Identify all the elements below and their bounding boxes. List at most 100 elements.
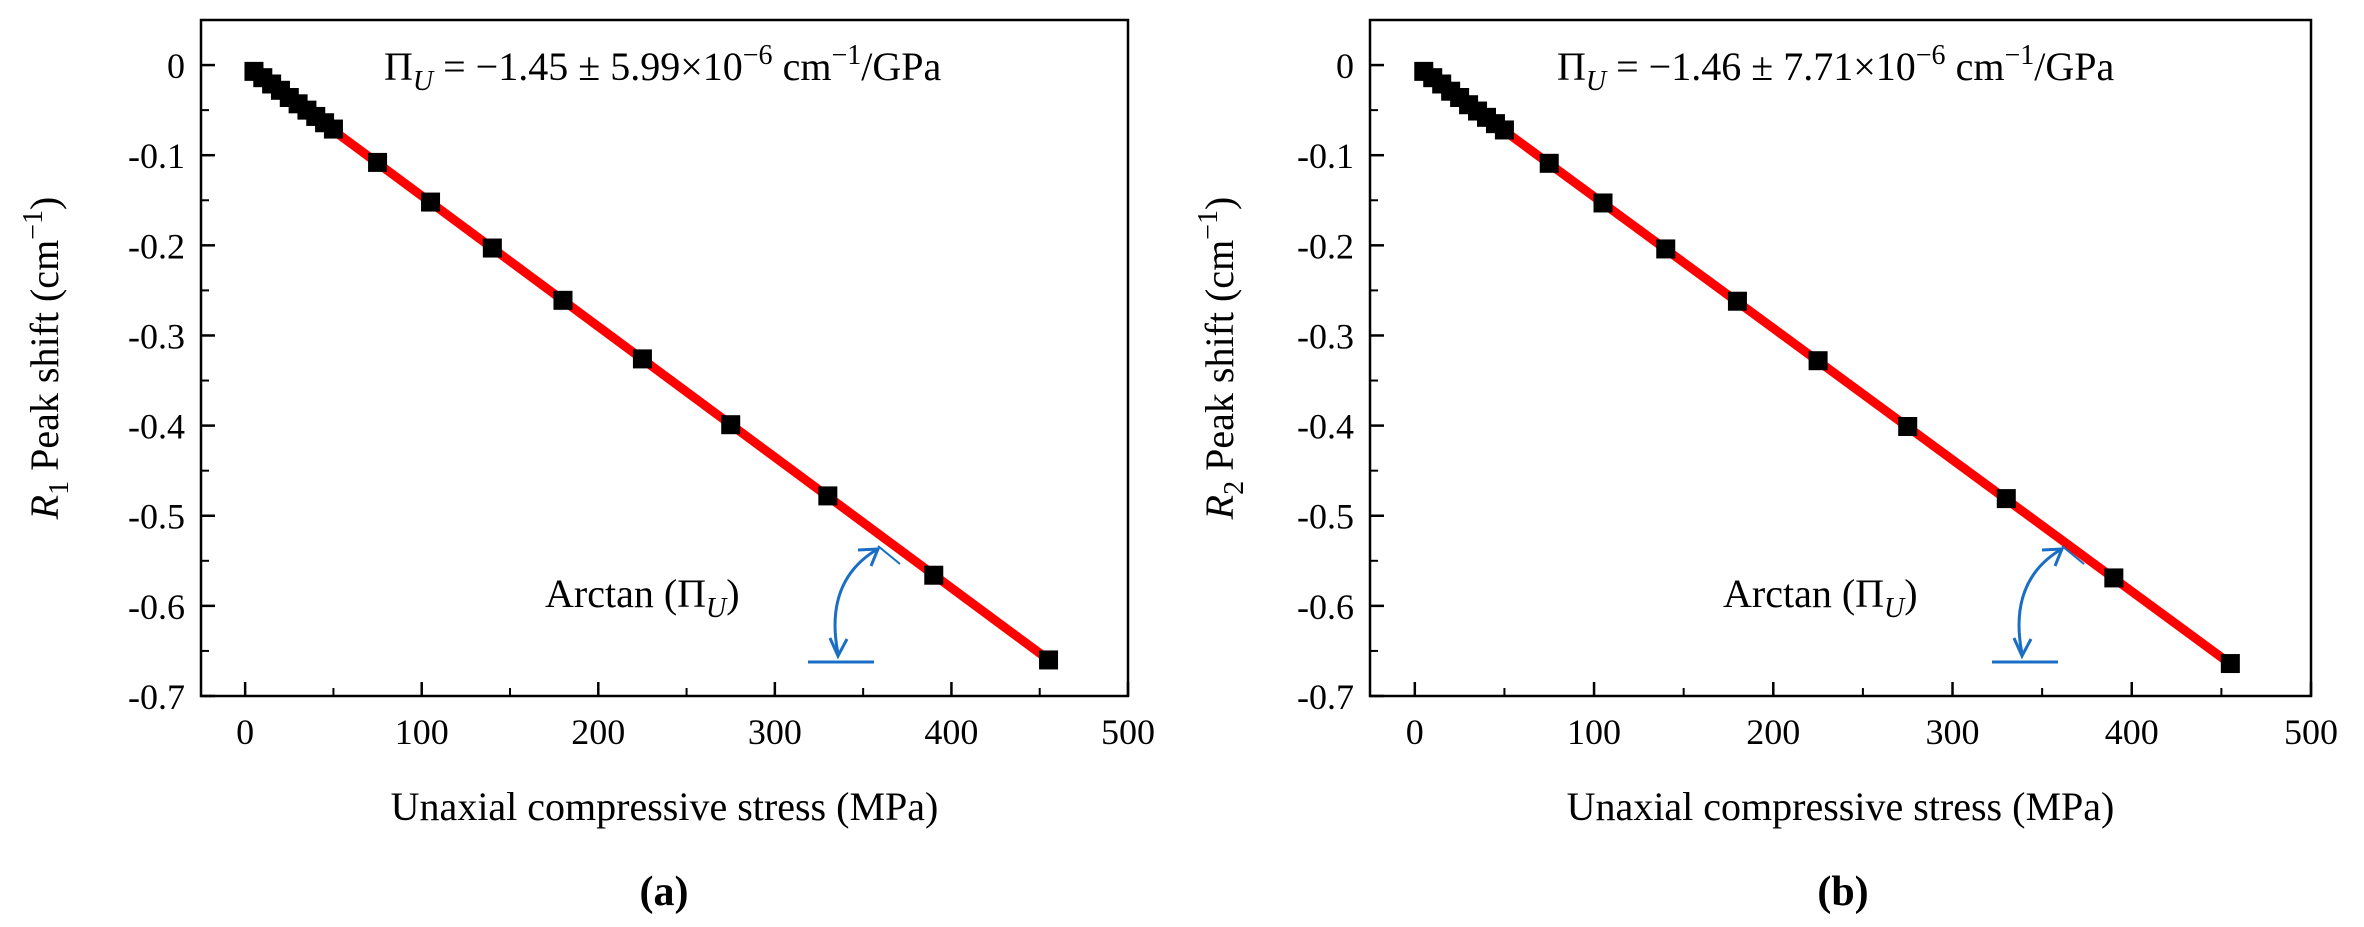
arctan-sub: U: [1884, 593, 1906, 624]
y-axis-title: R2 Peak shift (cm−1): [1193, 197, 1250, 521]
data-point: [924, 565, 944, 585]
panel-caption: (b): [1817, 869, 1868, 915]
arc-arrow-top: [857, 547, 881, 567]
x-tick-label: 500: [1101, 712, 1155, 752]
arc-arrow-bottom: [828, 637, 849, 660]
y-axis-title: R1 Peak shift (cm−1): [18, 197, 75, 521]
data-point: [1593, 193, 1613, 213]
y-tick-label: -0.6: [128, 587, 185, 627]
data-point: [1898, 417, 1918, 437]
arctan-sub: U: [706, 593, 728, 624]
y-tick-label: 0: [1336, 46, 1354, 86]
y-tick-label: -0.5: [1297, 497, 1354, 537]
slope-unit: cm: [1946, 44, 2005, 89]
x-tick-label: 0: [1406, 712, 1424, 752]
y-axis-sup: −1: [18, 210, 49, 240]
y-tick-label: 0: [167, 46, 185, 86]
arc-arrow-bottom: [2012, 637, 2033, 660]
pi-sub: U: [413, 66, 435, 97]
arc-arrow-top: [2041, 547, 2065, 567]
x-tick-label: 0: [236, 712, 254, 752]
arctan-text: Arctan (Π: [545, 571, 706, 616]
x-tick-label: 200: [1746, 712, 1800, 752]
data-point: [1539, 153, 1559, 173]
slope-unit-exp: −1: [2004, 40, 2034, 71]
data-point: [1039, 650, 1059, 670]
data-point: [2104, 568, 2124, 588]
slope-exp: −6: [1916, 40, 1946, 71]
x-tick-label: 500: [2284, 712, 2338, 752]
data-point: [818, 486, 838, 506]
data-point: [2220, 654, 2240, 674]
y-tick-label: -0.1: [128, 136, 185, 176]
slope-unit: cm: [773, 44, 832, 89]
y-axis-close: ): [22, 197, 67, 210]
y-axis-sub: 1: [44, 481, 75, 495]
slope-annotation: ΠU = −1.45 ± 5.99×10−6 cm−1/GPa: [384, 40, 941, 97]
data-point: [1727, 291, 1747, 311]
arc-ref-line: [877, 545, 901, 565]
y-axis-text: Peak shift (cm: [1197, 240, 1242, 481]
y-tick-label: -0.2: [128, 226, 185, 266]
slope-annotation: ΠU = −1.46 ± 7.71×10−6 cm−1/GPa: [1557, 40, 2114, 97]
arc-ref-line: [2061, 545, 2085, 565]
arctan-text: Arctan (Π: [1723, 571, 1884, 616]
y-axis-var: R: [1197, 495, 1242, 520]
y-tick-label: -0.3: [128, 316, 185, 356]
data-point: [1494, 120, 1514, 140]
data-point: [553, 290, 573, 310]
data-point: [1808, 351, 1828, 371]
data-point: [632, 349, 652, 369]
y-tick-label: -0.5: [128, 497, 185, 537]
y-tick-label: -0.4: [128, 407, 185, 447]
data-point: [721, 415, 741, 435]
data-point: [482, 238, 502, 258]
arctan-label: Arctan (ΠU): [1723, 571, 1918, 624]
x-axis-title: Unaxial compressive stress (MPa): [391, 784, 939, 829]
data-point: [323, 119, 343, 139]
y-tick-label: -0.7: [1297, 677, 1354, 717]
y-tick-label: -0.3: [1297, 316, 1354, 356]
slope-unit-tail: /GPa: [2034, 44, 2114, 89]
x-tick-label: 400: [2105, 712, 2159, 752]
arctan-label: Arctan (ΠU): [545, 571, 740, 624]
slope-unit-exp: −1: [831, 40, 861, 71]
panel-a: 0 100 200 300 400 500 0 -0.1 -0.2 -0.3 -0.4 -0.5 -0.…: [18, 18, 1155, 915]
y-axis-sup: −1: [1193, 210, 1224, 240]
arc-curve: [2017, 548, 2061, 655]
y-tick-label: -0.4: [1297, 407, 1354, 447]
data-point: [368, 152, 388, 172]
arc-curve: [833, 548, 877, 655]
arctan-close: ): [726, 571, 739, 616]
x-tick-label: 100: [1567, 712, 1621, 752]
plot-frame: [1368, 18, 2313, 698]
y-axis-text: Peak shift (cm: [22, 240, 67, 481]
slope-value: = −1.45 ± 5.99×10: [433, 44, 743, 89]
data-point: [421, 192, 441, 212]
data-point: [1656, 239, 1676, 259]
y-tick-label: -0.7: [128, 677, 185, 717]
y-axis-var: R: [22, 495, 67, 520]
y-axis-sub: 2: [1219, 481, 1250, 495]
pi-sub: U: [1586, 66, 1608, 97]
x-tick-label: 300: [748, 712, 802, 752]
y-tick-label: -0.2: [1297, 226, 1354, 266]
y-tick-label: -0.6: [1297, 587, 1354, 627]
x-tick-label: 300: [1926, 712, 1980, 752]
x-axis-title: Unaxial compressive stress (MPa): [1567, 784, 2115, 829]
y-axis-close: ): [1197, 197, 1242, 210]
x-tick-label: 400: [924, 712, 978, 752]
slope-exp: −6: [743, 40, 773, 71]
arctan-close: ): [1904, 571, 1917, 616]
x-tick-label: 200: [571, 712, 625, 752]
panel-caption: (a): [640, 869, 689, 915]
panel-b: 0 100 200 300 400 500 0 -0.1 -0.2 -0.3 -0.4 -0.5 -0.…: [1193, 18, 2338, 915]
pi-symbol: Π: [1557, 44, 1586, 89]
pi-symbol: Π: [384, 44, 413, 89]
y-tick-label: -0.1: [1297, 136, 1354, 176]
plot-frame: [199, 18, 1130, 698]
x-tick-label: 100: [395, 712, 449, 752]
data-point: [1996, 489, 2016, 509]
slope-unit-tail: /GPa: [861, 44, 941, 89]
